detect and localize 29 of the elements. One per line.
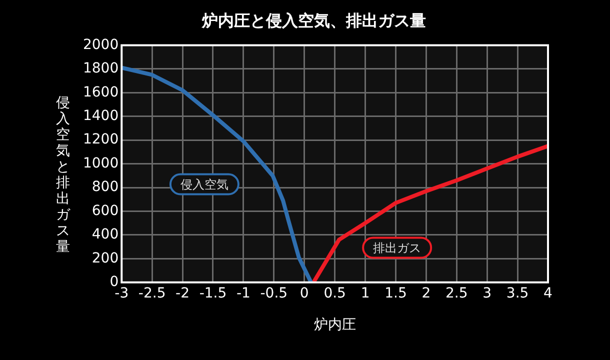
x-tick-label: 0.5	[324, 285, 346, 302]
text: 侵入空気	[180, 177, 228, 192]
y-tick-label: 1800	[82, 60, 119, 77]
chart-title: 炉内圧と侵入空気、排出ガス量	[201, 10, 426, 30]
x-tick-label: -1	[236, 285, 250, 302]
x-tick-label: 2.5	[446, 285, 468, 302]
x-tick-label: -0.5	[260, 285, 288, 302]
x-tick-label: 4	[544, 285, 553, 302]
text: 侵入空気と排出ガス量	[56, 95, 70, 255]
y-tick-label: 1400	[82, 108, 119, 124]
y-tick-label: 1200	[82, 132, 119, 148]
x-tick-label: 3	[482, 285, 492, 302]
y-tick-label: 1600	[82, 84, 119, 100]
x-tick-label: 3.5	[506, 285, 529, 302]
x-tick-label: -2	[176, 285, 190, 302]
x-tick-label: 2	[422, 285, 431, 302]
y-tick-label: 1000	[82, 155, 119, 172]
x-tick-label: -1.5	[199, 285, 227, 302]
x-tick-label: -2.5	[138, 285, 166, 302]
y-tick-label: 200	[92, 250, 119, 266]
x-tick-label: 1	[360, 285, 370, 302]
x-tick-label: 0	[300, 285, 309, 302]
y-tick-label: 600	[92, 202, 119, 219]
y-tick-label: 800	[92, 179, 119, 196]
series-label: 排出ガス	[373, 240, 422, 255]
x-tick-label: 1.5	[384, 285, 407, 302]
y-tick-label: 2000	[82, 36, 119, 53]
x-axis-title: 炉内圧	[314, 317, 356, 334]
y-tick-label: 400	[92, 226, 119, 243]
